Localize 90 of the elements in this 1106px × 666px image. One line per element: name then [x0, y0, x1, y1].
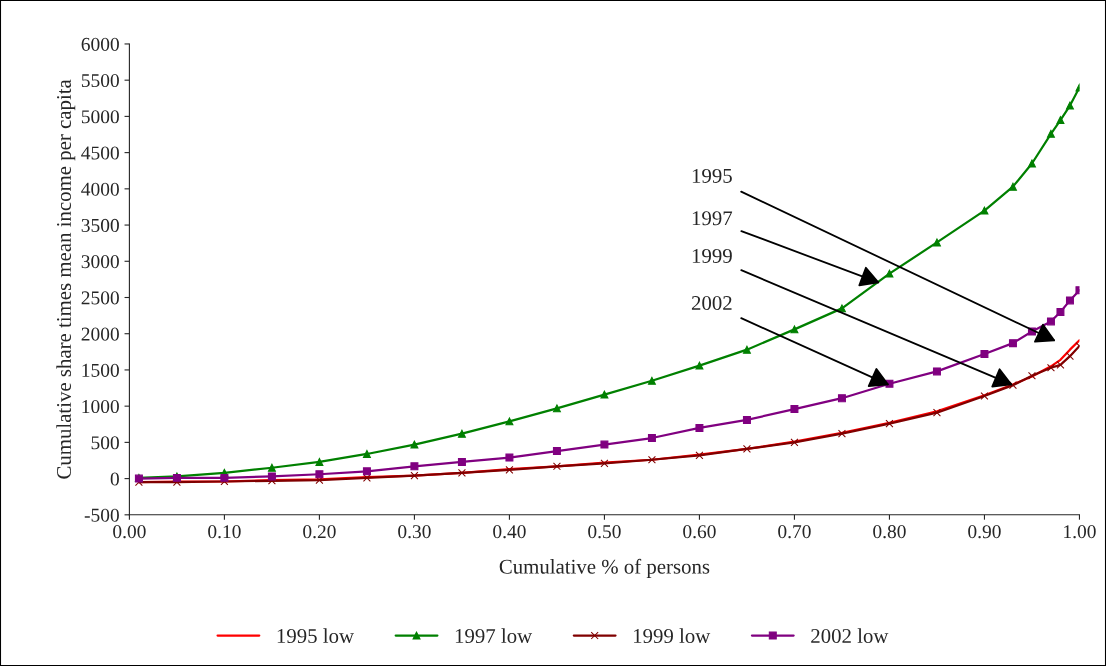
point: [1065, 352, 1074, 361]
x-tick-label: 0.60: [683, 525, 716, 539]
y-tick-label: 3000: [81, 255, 119, 269]
point: [315, 470, 324, 479]
point: [1056, 307, 1065, 316]
y-tick-label: 500: [91, 436, 119, 450]
point: [505, 465, 514, 474]
point: [742, 415, 751, 424]
point: [410, 462, 419, 471]
point: [1056, 360, 1065, 369]
point: [695, 451, 704, 460]
point: [742, 444, 751, 453]
point: [980, 350, 989, 358]
y-tick-label: 4500: [81, 146, 119, 160]
point: [1046, 317, 1055, 326]
point: [315, 457, 324, 466]
x-tick-label: 0.10: [208, 525, 241, 539]
point: [1065, 296, 1074, 305]
y-tick-label: -500: [84, 508, 119, 522]
y-tick-label: 2000: [81, 327, 119, 341]
x-tick-label: 0.20: [303, 525, 336, 539]
x-tick-label: 0.50: [588, 525, 621, 539]
point: [600, 440, 609, 449]
point: [1046, 129, 1055, 138]
legend-label: 1995 low: [277, 628, 354, 644]
point: [410, 471, 419, 480]
point: [932, 408, 941, 417]
x-tick-label: 0.80: [873, 525, 906, 539]
y-tick-label: 1000: [82, 399, 119, 414]
point: [1008, 381, 1017, 390]
point: [790, 405, 799, 414]
point: [790, 438, 799, 447]
point: [980, 392, 989, 401]
annotation: 1995: [692, 168, 732, 183]
point: [695, 423, 704, 432]
point: [552, 447, 561, 456]
point: [457, 468, 466, 477]
point: [267, 472, 276, 481]
point: [220, 473, 229, 482]
y-tick-label: 1500: [82, 363, 119, 377]
x-tick-label: 0.00: [113, 525, 146, 539]
y-tick-label: 6000: [81, 37, 119, 51]
x-tick-label: 0.30: [398, 525, 431, 539]
point: [885, 269, 894, 278]
annotation: 2002: [691, 295, 732, 311]
point: [1046, 363, 1055, 372]
y-axis-title: Cumulative share times mean income per capita: [56, 79, 76, 479]
y-tick-label: 0: [110, 472, 119, 486]
point: [457, 429, 466, 438]
annotation: 1997: [692, 211, 733, 226]
point: [742, 345, 751, 354]
point: [647, 434, 656, 443]
y-tick-label: 3500: [81, 218, 119, 232]
point: [837, 429, 846, 438]
x-tick-label: 0.70: [778, 525, 811, 539]
point: [1065, 101, 1074, 110]
point: [362, 473, 371, 482]
point: [457, 457, 466, 466]
point: [1027, 371, 1036, 380]
point: [837, 394, 846, 403]
legend-label: 1997 low: [455, 628, 533, 644]
point: [1008, 339, 1017, 348]
point: [410, 440, 419, 449]
point: [505, 453, 514, 462]
x-tick-label: 1.00: [1064, 525, 1096, 539]
point: [980, 206, 989, 215]
point: [1056, 116, 1065, 125]
point: [267, 463, 276, 472]
point: [647, 455, 656, 464]
point: [315, 476, 324, 485]
point: [1008, 182, 1017, 191]
point: [362, 449, 371, 458]
point: [885, 419, 894, 428]
x-tick-label: 0.40: [493, 525, 526, 539]
point: [600, 459, 609, 468]
y-tick-label: 2500: [81, 291, 119, 305]
y-tick-label: 5500: [81, 73, 119, 88]
x-axis-title: Cumulative % of persons: [499, 558, 710, 578]
y-tick-label: 4000: [81, 182, 119, 196]
point: [362, 467, 371, 476]
point: [552, 462, 561, 471]
point: [600, 390, 609, 399]
point: [647, 376, 656, 385]
point: [695, 361, 704, 370]
x-tick-label: 0.90: [968, 525, 1001, 539]
point: [932, 367, 941, 376]
legend-label: 1999 low: [634, 628, 711, 644]
annotation: 1999: [692, 248, 732, 263]
y-tick-label: 5000: [81, 110, 119, 124]
legend-label: 2002 low: [811, 628, 889, 644]
